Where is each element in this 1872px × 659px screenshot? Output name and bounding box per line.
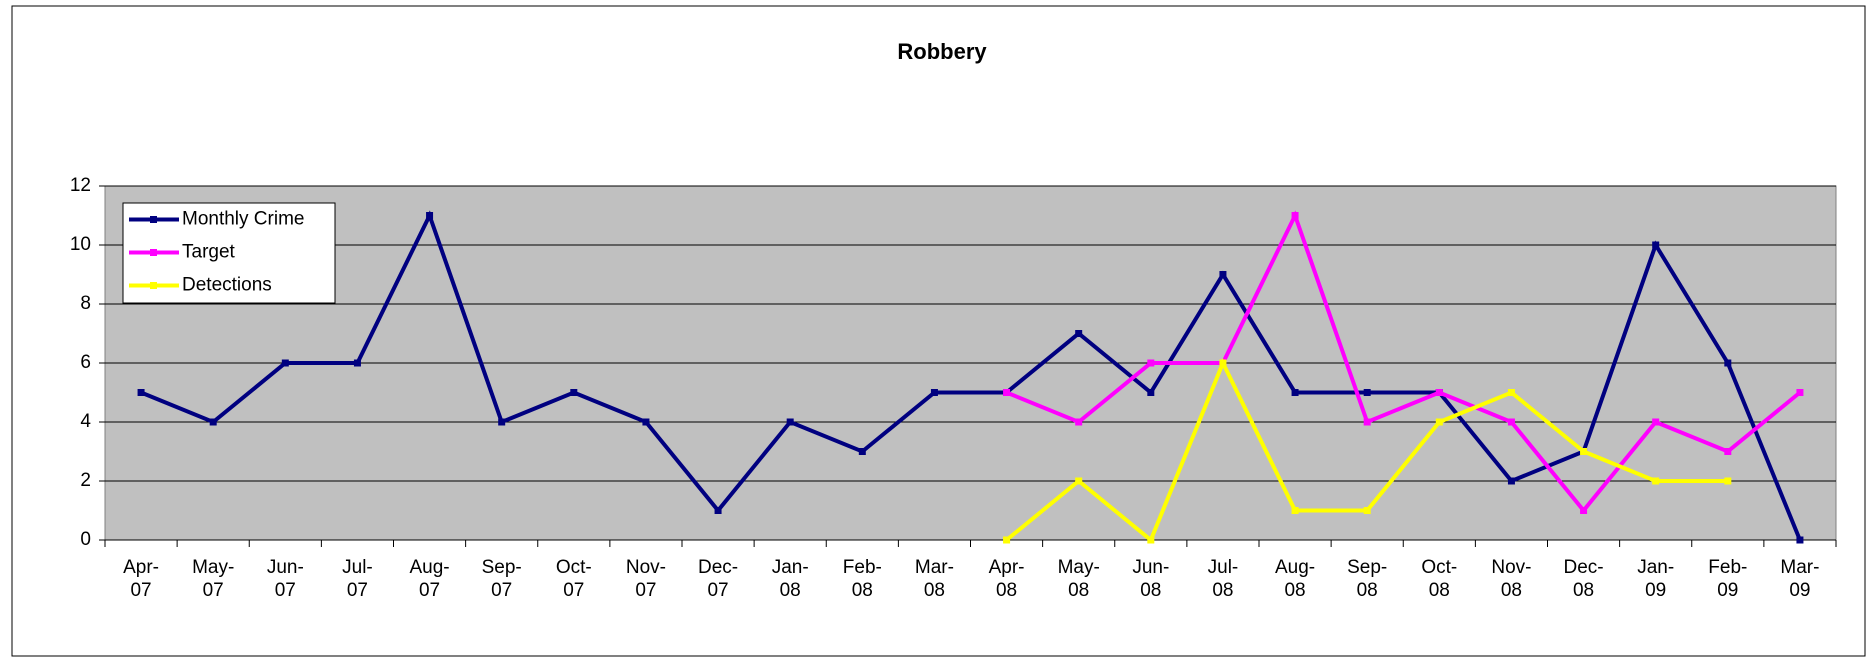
legend-marker: [150, 282, 157, 289]
point-marker: [930, 389, 938, 396]
point-marker: [281, 359, 289, 367]
point-marker: [642, 418, 650, 426]
point-marker: [858, 448, 866, 455]
point-marker: [1435, 418, 1443, 426]
point-marker: [1147, 359, 1155, 367]
x-tick-label: Jun-08: [1132, 557, 1170, 601]
point-marker: [1724, 448, 1732, 455]
y-tick-label: 10: [70, 234, 91, 255]
y-tick-label: 0: [80, 529, 91, 550]
y-tick-label: 4: [80, 411, 91, 432]
point-marker: [714, 507, 722, 514]
point-marker: [570, 389, 578, 396]
point-marker: [498, 418, 506, 426]
point-marker: [1796, 536, 1804, 544]
x-tick-label: Feb-09: [1708, 557, 1748, 601]
point-marker: [1075, 330, 1083, 337]
x-tick-label: Sep-07: [481, 557, 522, 601]
point-marker: [1507, 418, 1515, 426]
point-marker: [1003, 536, 1011, 544]
point-marker: [1291, 212, 1299, 219]
x-tick-label: Jan-08: [771, 557, 809, 601]
y-tick-label: 2: [80, 470, 91, 491]
series-line: [1005, 210, 1802, 514]
point-marker: [1652, 477, 1660, 485]
x-tick-label: Apr-07: [123, 557, 160, 601]
x-tick-label: Nov-07: [625, 557, 666, 601]
point-marker: [786, 418, 794, 426]
x-tick-label: Jan-09: [1637, 557, 1675, 601]
point-marker: [1652, 241, 1660, 249]
point-marker: [1003, 389, 1011, 396]
point-marker: [1724, 359, 1732, 367]
point-marker: [209, 418, 217, 426]
y-tick-label: 12: [70, 175, 91, 196]
x-tick-label: Mar-08: [914, 557, 954, 601]
legend-marker: [150, 249, 157, 256]
point-marker: [1219, 359, 1227, 367]
x-tick-label: Oct-07: [555, 557, 592, 601]
point-marker: [1507, 389, 1515, 396]
x-tick-label: Dec-08: [1563, 557, 1604, 601]
point-marker: [1291, 507, 1299, 514]
x-tick-label: Apr-08: [988, 557, 1025, 601]
legend-label: Monthly Crime: [182, 209, 304, 230]
x-tick-label: May-08: [1057, 557, 1100, 601]
point-marker: [1147, 389, 1155, 396]
point-marker: [1219, 271, 1227, 278]
series-line: [140, 210, 1802, 541]
x-tick-label: Oct-08: [1421, 557, 1458, 601]
x-tick-label: Mar-09: [1780, 557, 1820, 601]
legend-marker: [150, 216, 157, 223]
chart-title: Robbery: [897, 39, 987, 64]
point-marker: [1507, 477, 1515, 485]
x-tick-label: Dec-07: [698, 557, 739, 601]
legend-label: Detections: [182, 275, 272, 296]
y-tick-label: 8: [80, 293, 91, 314]
y-tick-label: 6: [80, 352, 91, 373]
point-marker: [353, 359, 361, 367]
x-tick-label: Sep-08: [1347, 557, 1388, 601]
point-marker: [1796, 389, 1804, 396]
point-marker: [1075, 477, 1083, 485]
point-marker: [426, 212, 434, 219]
point-marker: [1580, 507, 1588, 514]
legend-label: Target: [182, 242, 236, 263]
point-marker: [1291, 389, 1299, 396]
x-tick-label: Jun-07: [266, 557, 304, 601]
x-tick-label: Jul-07: [342, 557, 373, 601]
x-tick-label: Nov-08: [1491, 557, 1532, 601]
point-marker: [1652, 418, 1660, 426]
point-marker: [1363, 389, 1371, 396]
point-marker: [1363, 418, 1371, 426]
x-tick-label: Aug-08: [1274, 557, 1316, 601]
point-marker: [1147, 536, 1155, 544]
x-tick-label: Jul-08: [1207, 557, 1239, 601]
point-marker: [137, 389, 145, 396]
point-marker: [1075, 418, 1083, 426]
point-marker: [1724, 477, 1732, 485]
point-marker: [1580, 448, 1588, 455]
point-marker: [1435, 389, 1443, 396]
x-tick-label: May-07: [192, 557, 235, 601]
point-marker: [1363, 507, 1371, 514]
x-tick-label: Aug-07: [409, 557, 450, 601]
x-tick-label: Feb-08: [842, 557, 882, 601]
